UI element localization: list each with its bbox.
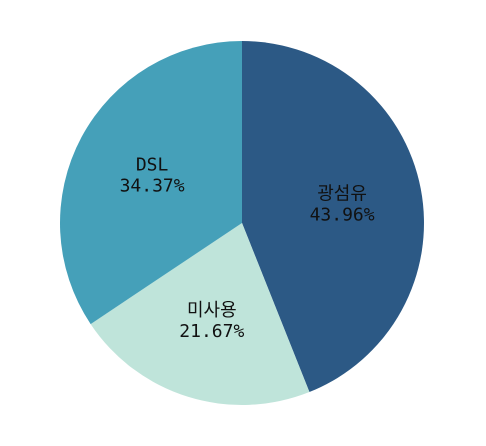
pie-slice <box>242 41 424 393</box>
slice-value-label: 43.96% <box>310 204 375 225</box>
slice-value-label: 21.67% <box>179 321 244 342</box>
slice-name-label: 미사용 <box>187 300 237 321</box>
pie-slice <box>59 40 243 325</box>
slice-name-label: DSL <box>136 154 169 175</box>
pie-slice <box>90 223 310 405</box>
slice-value-label: 34.37% <box>120 175 185 196</box>
slices-layer <box>59 40 424 405</box>
slice-name-label: 광섬유 <box>317 183 367 204</box>
